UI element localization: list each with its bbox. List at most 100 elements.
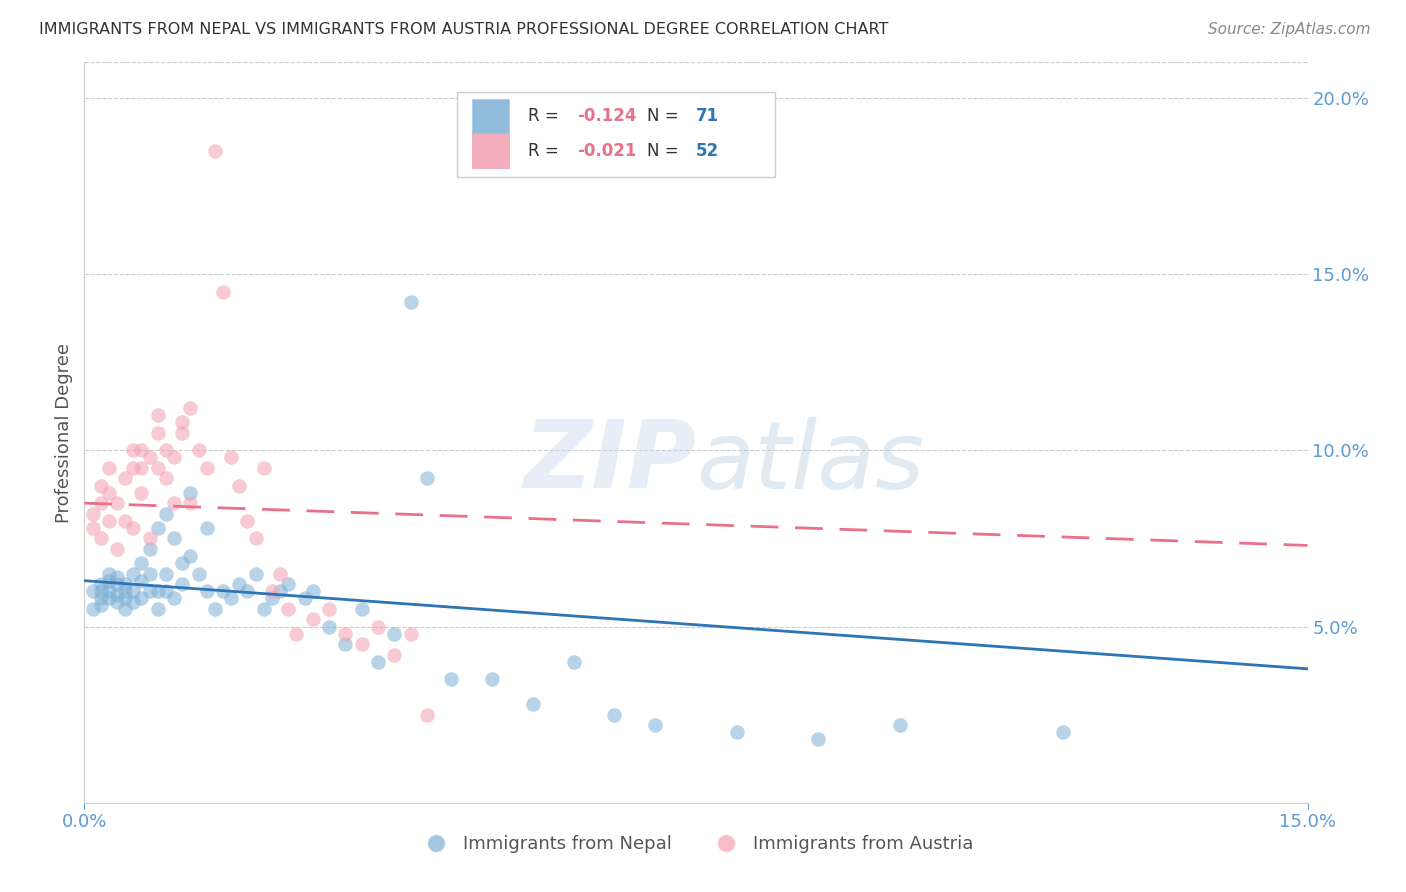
- Point: [131, 485, 153, 500]
- Point: [350, 637, 373, 651]
- Point: [187, 566, 209, 581]
- Point: [269, 584, 291, 599]
- Point: [146, 425, 169, 440]
- Point: [163, 496, 186, 510]
- Text: 52: 52: [696, 142, 718, 160]
- Point: [97, 591, 120, 606]
- Point: [114, 514, 136, 528]
- Point: [97, 461, 120, 475]
- Point: [114, 471, 136, 485]
- Point: [212, 584, 235, 599]
- Point: [253, 602, 276, 616]
- Point: [179, 485, 201, 500]
- Point: [807, 732, 830, 747]
- Point: [163, 450, 186, 465]
- Point: [318, 619, 340, 633]
- Point: [212, 285, 235, 299]
- Point: [131, 443, 153, 458]
- Point: [146, 584, 169, 599]
- Point: [122, 443, 145, 458]
- Text: ZIP: ZIP: [523, 417, 696, 508]
- Point: [122, 521, 145, 535]
- Point: [382, 648, 405, 662]
- Point: [277, 577, 299, 591]
- Point: [105, 496, 128, 510]
- Point: [195, 584, 218, 599]
- Point: [114, 602, 136, 616]
- Point: [97, 514, 120, 528]
- Point: [301, 612, 323, 626]
- Point: [163, 591, 186, 606]
- Point: [138, 541, 160, 556]
- Point: [228, 478, 250, 492]
- Point: [382, 626, 405, 640]
- FancyBboxPatch shape: [472, 133, 509, 169]
- Point: [481, 673, 503, 687]
- Text: atlas: atlas: [696, 417, 924, 508]
- Point: [97, 574, 120, 588]
- Point: [399, 626, 422, 640]
- Point: [163, 532, 186, 546]
- Point: [522, 697, 544, 711]
- Point: [172, 556, 194, 570]
- Y-axis label: Professional Degree: Professional Degree: [55, 343, 73, 523]
- Point: [97, 584, 120, 599]
- Point: [90, 599, 112, 613]
- Point: [155, 584, 177, 599]
- Text: 71: 71: [696, 108, 718, 126]
- Point: [155, 566, 177, 581]
- Point: [301, 584, 323, 599]
- Point: [219, 591, 242, 606]
- Point: [138, 566, 160, 581]
- Point: [131, 556, 153, 570]
- Legend: Immigrants from Nepal, Immigrants from Austria: Immigrants from Nepal, Immigrants from A…: [411, 828, 981, 861]
- Point: [889, 718, 911, 732]
- Point: [277, 602, 299, 616]
- Point: [562, 655, 585, 669]
- Point: [82, 584, 104, 599]
- Point: [367, 619, 389, 633]
- Point: [172, 577, 194, 591]
- Point: [90, 478, 112, 492]
- Point: [122, 566, 145, 581]
- Point: [416, 707, 439, 722]
- Point: [294, 591, 316, 606]
- Point: [260, 591, 283, 606]
- Point: [335, 626, 357, 640]
- Text: R =: R =: [529, 142, 564, 160]
- Point: [172, 415, 194, 429]
- Point: [122, 595, 145, 609]
- Point: [204, 602, 226, 616]
- Point: [725, 725, 748, 739]
- Text: N =: N =: [647, 108, 683, 126]
- Point: [155, 507, 177, 521]
- Point: [179, 496, 201, 510]
- Point: [440, 673, 463, 687]
- Point: [114, 577, 136, 591]
- Point: [245, 566, 267, 581]
- Point: [236, 514, 259, 528]
- Point: [122, 461, 145, 475]
- Point: [219, 450, 242, 465]
- Point: [204, 144, 226, 158]
- Point: [155, 443, 177, 458]
- Point: [97, 485, 120, 500]
- Point: [114, 591, 136, 606]
- Point: [172, 425, 194, 440]
- Point: [399, 295, 422, 310]
- Point: [131, 574, 153, 588]
- Point: [195, 461, 218, 475]
- Point: [236, 584, 259, 599]
- Point: [285, 626, 308, 640]
- Point: [105, 570, 128, 584]
- Point: [644, 718, 666, 732]
- Point: [187, 443, 209, 458]
- Point: [122, 584, 145, 599]
- Point: [146, 602, 169, 616]
- Point: [82, 521, 104, 535]
- Point: [195, 521, 218, 535]
- Text: -0.021: -0.021: [578, 142, 637, 160]
- Point: [155, 471, 177, 485]
- Text: R =: R =: [529, 108, 564, 126]
- Point: [603, 707, 626, 722]
